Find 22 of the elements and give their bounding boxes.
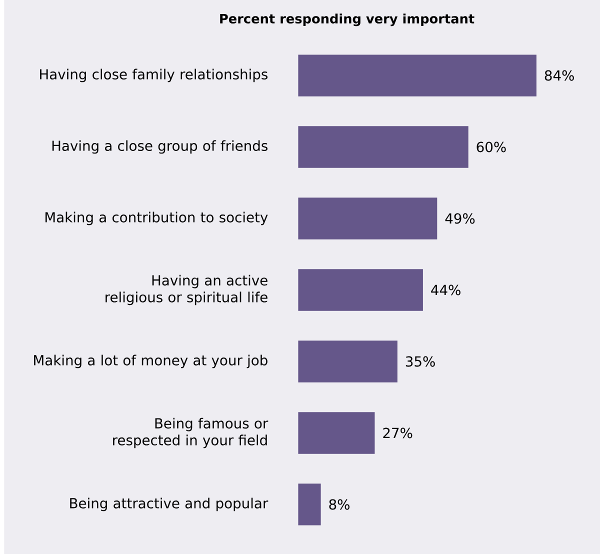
y-tick-label: Making a contribution to society <box>46 212 268 226</box>
bar <box>298 198 438 240</box>
bar <box>298 126 468 168</box>
data-label: 84% <box>544 70 574 81</box>
data-label: 60% <box>476 142 506 152</box>
data-label: 35% <box>406 356 435 367</box>
data-label: 8% <box>329 499 350 510</box>
bar <box>298 269 423 311</box>
bar <box>298 340 398 382</box>
chart-title: Percent responding very important <box>220 14 474 26</box>
y-tick-label: Having a close group of friends <box>52 140 268 154</box>
bar <box>298 54 536 96</box>
data-label: 27% <box>383 428 412 438</box>
data-label: 44% <box>431 284 460 296</box>
bar <box>298 484 321 526</box>
y-tick-label: Having close family relationships <box>40 68 268 82</box>
bar <box>298 412 375 454</box>
y-tick-label: Being famous or respected in your field <box>113 418 268 448</box>
y-tick-label: Having an active religious or spiritual life <box>106 274 268 306</box>
y-tick-label: Being attractive and popular <box>70 498 268 512</box>
y-tick-label: Making a lot of money at your job <box>34 354 268 368</box>
data-label: 49% <box>445 213 475 224</box>
